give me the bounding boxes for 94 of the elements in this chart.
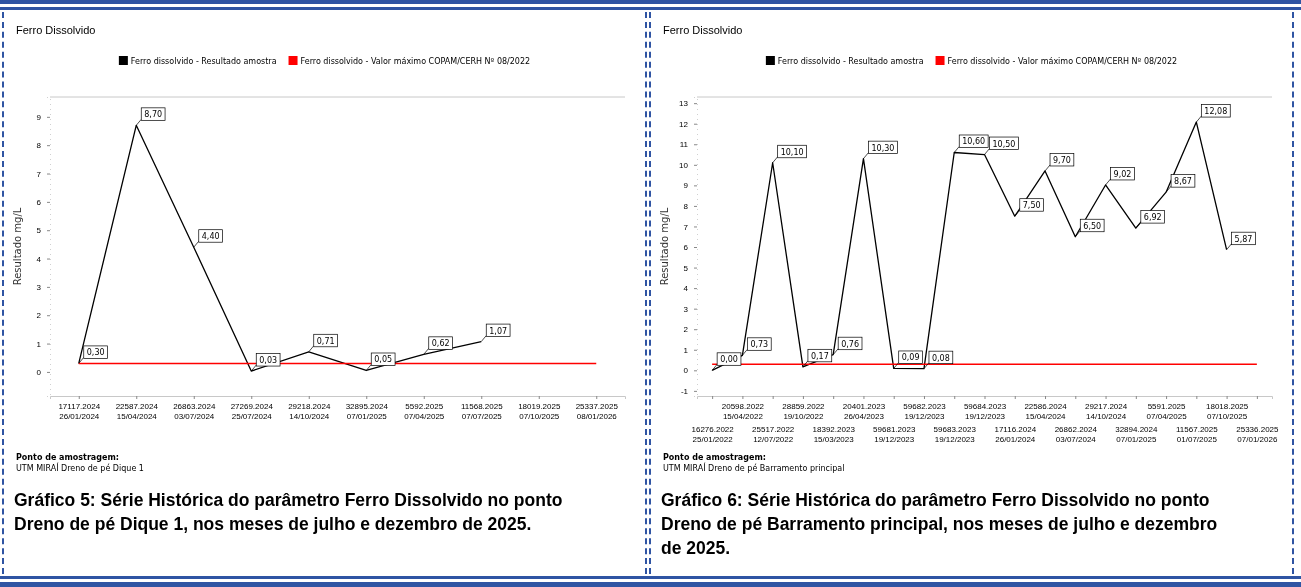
y-tick-label: 3 [683,304,689,314]
y-tick-label: 9 [683,181,689,191]
x-tick-label: 18392.2023 15/03/2023 [812,425,856,444]
x-tick-label: 17116.2024 26/01/2024 [994,425,1037,444]
data-label: 9,70 [1053,155,1071,165]
text: UTM MIRAÍ Dreno de pé Barramento principal [663,462,845,473]
y-tick-label: 13 [679,99,689,109]
data-label: 0,73 [750,340,769,350]
x-tick-label: 28859.2022 19/10/2022 [782,402,826,421]
y-tick-label: 6 [683,243,689,253]
y-tick-label: 1 [36,339,42,349]
x-tick-label: 26862.2024 03/07/2024 [1054,425,1098,444]
data-label: 0,71 [316,336,335,346]
data-label: 1,07 [489,326,508,336]
data-label: 0,30 [86,348,105,358]
y-tick-label: 0 [683,366,689,376]
x-tick-label: 16276.2022 25/01/2022 [691,425,735,444]
y-tick-label: 8 [683,201,689,211]
data-label: 8,67 [1174,177,1192,187]
x-tick-label: 11568.2025 07/07/2025 [460,402,504,421]
data-label: 5,87 [1234,234,1253,244]
y-tick-label: 5 [36,226,42,236]
data-label: 0,05 [374,355,393,365]
y-tick-label: 2 [36,311,42,321]
x-tick-label: 26863.2024 03/07/2024 [173,402,216,421]
y-tick-label: 8 [36,141,42,151]
data-label: 6,50 [1083,221,1102,231]
y-tick-label: 11 [679,140,689,150]
data-label: 0,17 [810,351,829,361]
x-tick-label: 29217.2024 14/10/2024 [1084,402,1128,421]
data-label: 6,92 [1143,213,1162,223]
legend-label: Ferro dissolvido - Valor máximo COPAM/CERH Nº 08/2022 [947,57,1178,66]
x-tick-label: 11567.2025 01/07/2025 [1176,425,1219,444]
y-tick-label: 1 [683,345,689,355]
x-tick-label: 18019.2025 07/10/2025 [518,402,561,421]
data-label: 10,10 [780,147,804,157]
x-tick-label: 29218.2024 14/10/2024 [288,402,331,421]
text: UTM MIRAÍ Dreno de pé Dique 1 [16,462,144,473]
x-tick-label: 20401.2023 26/04/2023 [842,402,886,421]
x-tick-label: 22587.2024 15/04/2024 [115,402,159,421]
x-tick-label: 59684.2023 19/12/2023 [963,402,1007,421]
data-label: 9,02 [1113,169,1132,179]
y-tick-label: 0 [36,367,42,377]
data-label: 10,50 [992,139,1016,149]
data-label: 0,62 [431,339,450,349]
x-tick-label: 59683.2023 19/12/2023 [933,425,977,444]
text: Gráfico 5: Série Histórica do parâmetro Ferro Dissolvido no ponto Dreno de pé Dique 1, nos meses de julho e dezembro de 2025. [14,489,564,536]
data-label: 0,09 [901,353,920,363]
data-label: 12,08 [1204,107,1228,117]
text: Ponto de amostragem: [663,453,766,462]
data-label: 0,03 [259,356,278,366]
x-tick-label: 18018.2025 07/10/2025 [1205,402,1249,421]
x-tick-label: 59682.2023 19/12/2023 [903,402,947,421]
data-label: 0,08 [931,353,950,363]
y-tick-label: 10 [679,160,689,170]
y-tick-label: 9 [36,112,42,122]
x-tick-label: 5591.2025 07/04/2025 [1146,402,1188,421]
legend-label: Ferro dissolvido - Resultado amostra [130,57,277,66]
y-tick-label: 7 [36,169,42,179]
y-tick-label: 6 [36,197,42,207]
data-label: 10,30 [871,143,895,153]
data-label: 8,70 [144,110,163,120]
legend-label: Ferro dissolvido - Valor máximo COPAM/CERH Nº 08/2022 [300,57,531,66]
data-label: 7,50 [1022,201,1041,211]
text: Gráfico 6: Série Histórica do parâmetro Ferro Dissolvido no ponto Dreno de pé Barramento principal, nos meses de julho e dezembro de 2025. [661,489,1219,560]
x-tick-label: 25337.2025 08/01/2026 [575,402,619,421]
chart-title: Ferro Dissolvido [16,24,96,36]
data-label: 10,60 [962,137,986,147]
chart-title: Ferro Dissolvido [663,24,743,36]
y-tick-label: 3 [36,282,42,292]
x-tick-label: 32895.2024 07/01/2025 [345,402,389,421]
y-tick-label: 4 [683,284,689,294]
y-tick-label: 5 [683,263,689,273]
x-tick-label: 17117.2024 26/01/2024 [58,402,101,421]
x-tick-label: 5592.2025 07/04/2025 [404,402,445,421]
y-tick-label: 12 [679,119,689,129]
legend-label: Ferro dissolvido - Resultado amostra [777,57,924,66]
y-axis-title: Resultado mg/L [12,207,23,286]
x-tick-label: 25517.2022 12/07/2022 [752,425,795,444]
data-label: 4,40 [201,232,220,242]
text: Ponto de amostragem: [16,453,119,462]
y-tick-label: -1 [680,386,689,396]
data-label: 0,00 [720,355,738,365]
y-axis-title: Resultado mg/L [659,207,670,286]
y-tick-label: 2 [683,325,689,335]
x-tick-label: 25336.2025 07/01/2026 [1236,425,1280,444]
data-label: 0,76 [841,339,859,349]
x-tick-label: 27269.2024 25/07/2024 [230,402,274,421]
x-tick-label: 22586.2024 15/04/2024 [1024,402,1068,421]
x-tick-label: 32894.2024 07/01/2025 [1115,425,1158,444]
x-tick-label: 59681.2023 19/12/2023 [873,425,916,444]
y-tick-label: 7 [683,222,689,232]
y-tick-label: 4 [36,254,42,264]
x-tick-label: 20598.2022 15/04/2022 [721,402,765,421]
